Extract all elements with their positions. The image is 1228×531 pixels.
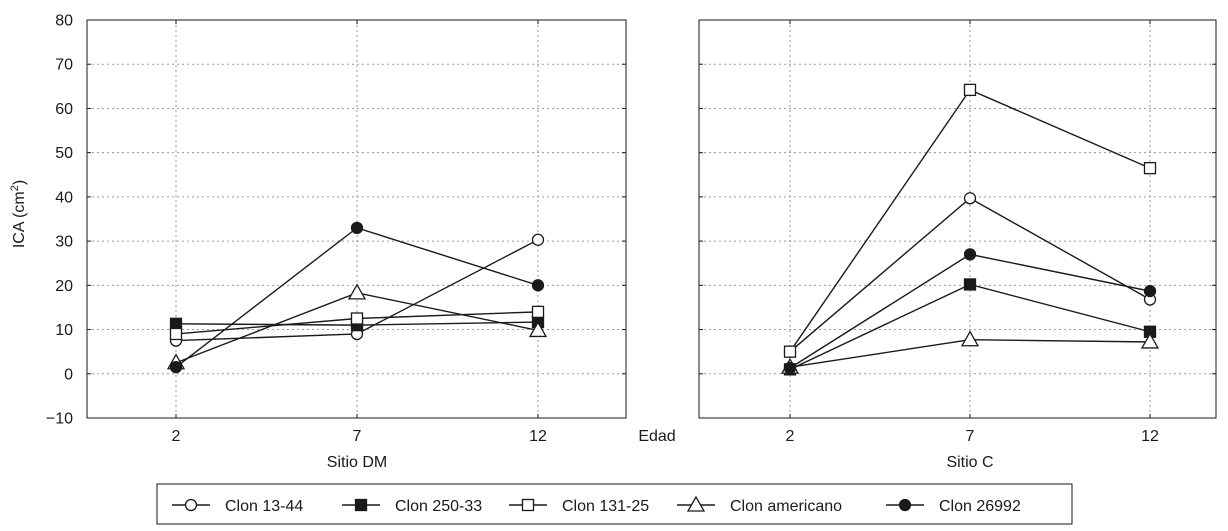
data-point xyxy=(960,330,980,347)
data-point xyxy=(350,312,364,325)
y-tick-label: 80 xyxy=(55,13,73,30)
panel-sitio-dm: 2 7 12 Sitio DM xyxy=(86,19,627,471)
data-point xyxy=(783,361,797,375)
legend-label: Clon americano xyxy=(730,498,842,515)
data-point xyxy=(347,283,367,300)
y-tick-label: 0 xyxy=(64,366,73,383)
data-point xyxy=(963,192,977,205)
x-axis-label: Sitio C xyxy=(946,454,993,471)
data-point xyxy=(1140,332,1160,349)
y-tick-label: 50 xyxy=(55,145,73,162)
legend-label: Clon 26992 xyxy=(939,498,1021,515)
y-axis-label-sup: 2 xyxy=(9,185,21,191)
x-tick-label: 7 xyxy=(966,428,975,445)
data-point xyxy=(169,317,183,330)
data-point xyxy=(963,83,977,97)
data-point xyxy=(1143,161,1157,175)
legend-label: Clon 250-33 xyxy=(395,498,482,515)
y-axis-label-close: ) xyxy=(11,180,28,185)
data-point xyxy=(350,221,364,234)
x-axis-label: Sitio DM xyxy=(327,454,387,471)
data-point xyxy=(963,248,977,261)
x-tick-label: 12 xyxy=(529,428,547,445)
data-point xyxy=(783,345,797,358)
legend-box xyxy=(156,483,1073,525)
legend: Clon 13-44 Clon 250-33 Clon 131-25 Clon ame… xyxy=(156,483,1073,525)
y-tick-label: 60 xyxy=(55,101,73,118)
legend-marker xyxy=(184,498,198,512)
legend-label: Clon 131-25 xyxy=(562,498,649,515)
x-tick-label: 2 xyxy=(172,428,181,445)
data-point xyxy=(531,305,545,319)
data-point xyxy=(1143,284,1157,298)
legend-label: Clon 13-44 xyxy=(225,498,303,515)
data-point xyxy=(963,278,977,291)
data-point xyxy=(528,321,548,338)
y-tick-label: 40 xyxy=(55,189,73,206)
y-tick-label: 20 xyxy=(55,278,73,295)
shared-x-label: Edad xyxy=(638,428,675,445)
legend-marker xyxy=(521,498,535,512)
y-tick-label: 10 xyxy=(55,322,73,339)
legend-marker xyxy=(686,495,706,512)
data-point xyxy=(169,327,183,341)
x-tick-label: 2 xyxy=(786,428,795,445)
data-point xyxy=(169,360,183,374)
plot-frame xyxy=(86,19,627,419)
x-tick-label: 7 xyxy=(353,428,362,445)
legend-marker xyxy=(898,498,912,512)
panel-sitio-c: 2 7 12 Sitio C xyxy=(698,19,1217,471)
y-axis-ticks: −10 0 10 20 30 40 50 60 70 80 xyxy=(46,13,73,428)
plot-frame xyxy=(698,19,1217,419)
y-axis-label: ICA (cm2) xyxy=(9,180,28,248)
legend-marker xyxy=(354,498,368,512)
y-tick-label: 30 xyxy=(55,234,73,251)
data-point xyxy=(531,279,545,292)
y-tick-label: −10 xyxy=(46,411,73,428)
data-point xyxy=(531,233,545,246)
y-tick-label: 70 xyxy=(55,57,73,74)
y-axis-label-main: ICA (cm xyxy=(11,191,28,248)
x-tick-label: 12 xyxy=(1141,428,1159,445)
